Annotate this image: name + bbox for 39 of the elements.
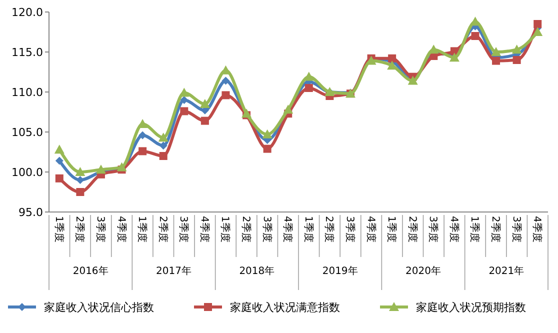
x-tick-label: 2季度 [323, 216, 336, 242]
x-tick-label: 1季度 [468, 216, 481, 242]
y-tick-label: 110.0 [12, 86, 43, 99]
legend-label: 家庭收入状况满意指数 [230, 300, 340, 314]
x-tick-label: 3季度 [94, 216, 106, 242]
x-tick-label: 1季度 [136, 216, 148, 242]
x-tick-label: 1季度 [52, 216, 65, 242]
y-tick-label: 105.0 [12, 126, 43, 139]
x-tick-label: 2季度 [406, 216, 418, 242]
x-tick-label: 3季度 [260, 216, 273, 242]
text: 2017年 [156, 265, 192, 277]
x-tick-label: 4季度 [198, 216, 210, 242]
x-tick-label: 4季度 [115, 216, 128, 242]
x-tick-label: 3季度 [344, 216, 356, 242]
x-tick-label: 2季度 [74, 216, 86, 242]
text: 2020年 [406, 265, 441, 277]
legend-label: 家庭收入状况预期指数 [416, 300, 526, 314]
x-tick-label: 3季度 [178, 216, 190, 242]
x-tick-label: 4季度 [531, 216, 544, 242]
x-tick-label: 4季度 [448, 216, 460, 242]
x-tick-label: 3季度 [510, 216, 522, 242]
legend-label: 家庭收入状况信心指数 [44, 300, 154, 314]
x-tick-label: 4季度 [364, 216, 377, 242]
x-tick-label: 2季度 [240, 216, 252, 242]
text: 2018年 [239, 265, 275, 277]
x-tick-label: 1季度 [219, 216, 232, 242]
x-tick-label: 4季度 [282, 216, 294, 242]
x-tick-label: 2季度 [156, 216, 169, 242]
y-tick-label: 95.0 [18, 206, 43, 219]
x-tick-label: 2季度 [490, 216, 502, 242]
y-tick-label: 115.0 [12, 46, 43, 59]
text: 2021年 [488, 265, 524, 277]
x-tick-label: 1季度 [302, 216, 314, 242]
y-tick-label: 120.0 [12, 6, 43, 19]
y-tick-label: 100.0 [12, 166, 43, 179]
text: 2019年 [322, 265, 358, 277]
x-tick-label: 3季度 [427, 216, 440, 242]
x-tick-label: 1季度 [386, 216, 398, 242]
text: 2016年 [72, 265, 108, 277]
